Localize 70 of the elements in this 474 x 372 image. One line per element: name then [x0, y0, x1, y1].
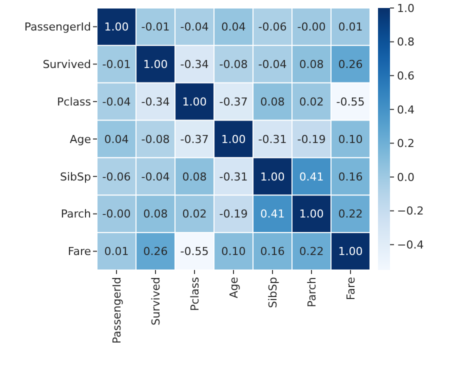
color-bar-label: 0.2 [397, 137, 414, 150]
data-label: -0.37 [180, 132, 209, 146]
data-label: 0.41 [260, 208, 285, 221]
data-label: 0.16 [338, 170, 363, 184]
color-bar-label: 0.6 [397, 69, 414, 82]
data-label: 0.41 [299, 170, 324, 184]
data-label: -0.04 [180, 20, 209, 34]
x-tick-label: Age [227, 276, 240, 298]
y-tick-label: PassengerId [24, 20, 91, 34]
data-label: 1.00 [221, 132, 246, 146]
data-label: -0.01 [141, 20, 170, 34]
y-tick-label: Parch [60, 208, 92, 221]
x-tick-label: Survived [149, 277, 162, 326]
data-label: 0.10 [221, 245, 246, 258]
data-label: -0.19 [219, 208, 248, 221]
y-tick-label: SibSp [60, 170, 92, 184]
x-tick-label: Pclass [188, 276, 202, 311]
data-label: -0.04 [258, 58, 287, 71]
data-label: 0.16 [260, 245, 285, 258]
color-bar-label: −0.4 [397, 238, 424, 252]
data-label: -0.34 [180, 58, 209, 71]
data-label: 0.10 [338, 132, 363, 146]
data-label: 0.04 [221, 20, 246, 34]
data-label: -0.08 [141, 132, 170, 146]
data-label: -0.55 [180, 245, 209, 258]
color-bar-label: 0.4 [397, 103, 414, 116]
x-tick-label: Fare [344, 276, 358, 300]
y-tick-label: Survived [42, 58, 91, 71]
data-label: 0.22 [338, 208, 363, 221]
data-label: 0.22 [299, 245, 324, 258]
data-label: 1.00 [143, 58, 168, 71]
data-label: -0.01 [102, 58, 131, 71]
data-label: 0.08 [299, 58, 324, 71]
data-label: -0.08 [219, 58, 248, 71]
y-tick-label: Age [70, 132, 92, 146]
x-tick-label: SibSp [266, 276, 280, 308]
color-bar-label: −0.2 [397, 204, 424, 218]
data-label: 0.08 [260, 95, 285, 108]
data-label: -0.04 [102, 95, 131, 108]
color-bar-label: 0.0 [397, 170, 414, 184]
color-bar-label: 1.0 [397, 2, 414, 15]
data-label: 0.08 [143, 208, 168, 221]
data-label: 1.00 [104, 20, 129, 34]
y-tick-label: Pclass [57, 95, 92, 108]
data-label: -0.04 [141, 170, 170, 184]
data-label: 0.08 [182, 170, 207, 184]
data-label: -0.19 [297, 132, 326, 146]
data-label: 0.26 [143, 245, 168, 258]
data-label: 1.00 [338, 245, 363, 258]
data-label: 0.02 [182, 208, 207, 221]
data-label: -0.55 [336, 95, 365, 108]
data-label: 0.02 [299, 95, 324, 108]
data-label: 0.04 [104, 132, 129, 146]
color-bar-label: 0.8 [397, 36, 414, 49]
data-label: -0.31 [219, 170, 248, 184]
data-label: -0.34 [141, 95, 170, 108]
data-label: -0.31 [258, 132, 287, 146]
x-tick-label: Parch [305, 276, 318, 308]
data-label: -0.00 [102, 208, 131, 221]
data-label: -0.06 [258, 20, 287, 34]
data-label: 1.00 [299, 208, 324, 221]
data-label: -0.06 [102, 170, 131, 184]
data-label: 1.00 [182, 95, 207, 108]
y-tick-label: Fare [68, 245, 92, 258]
data-label: -0.37 [219, 95, 248, 108]
data-label: 0.01 [338, 20, 363, 34]
data-label: 1.00 [260, 170, 285, 184]
data-label: -0.00 [297, 20, 326, 34]
data-label: 0.01 [104, 245, 129, 258]
data-label: 0.26 [338, 58, 363, 71]
